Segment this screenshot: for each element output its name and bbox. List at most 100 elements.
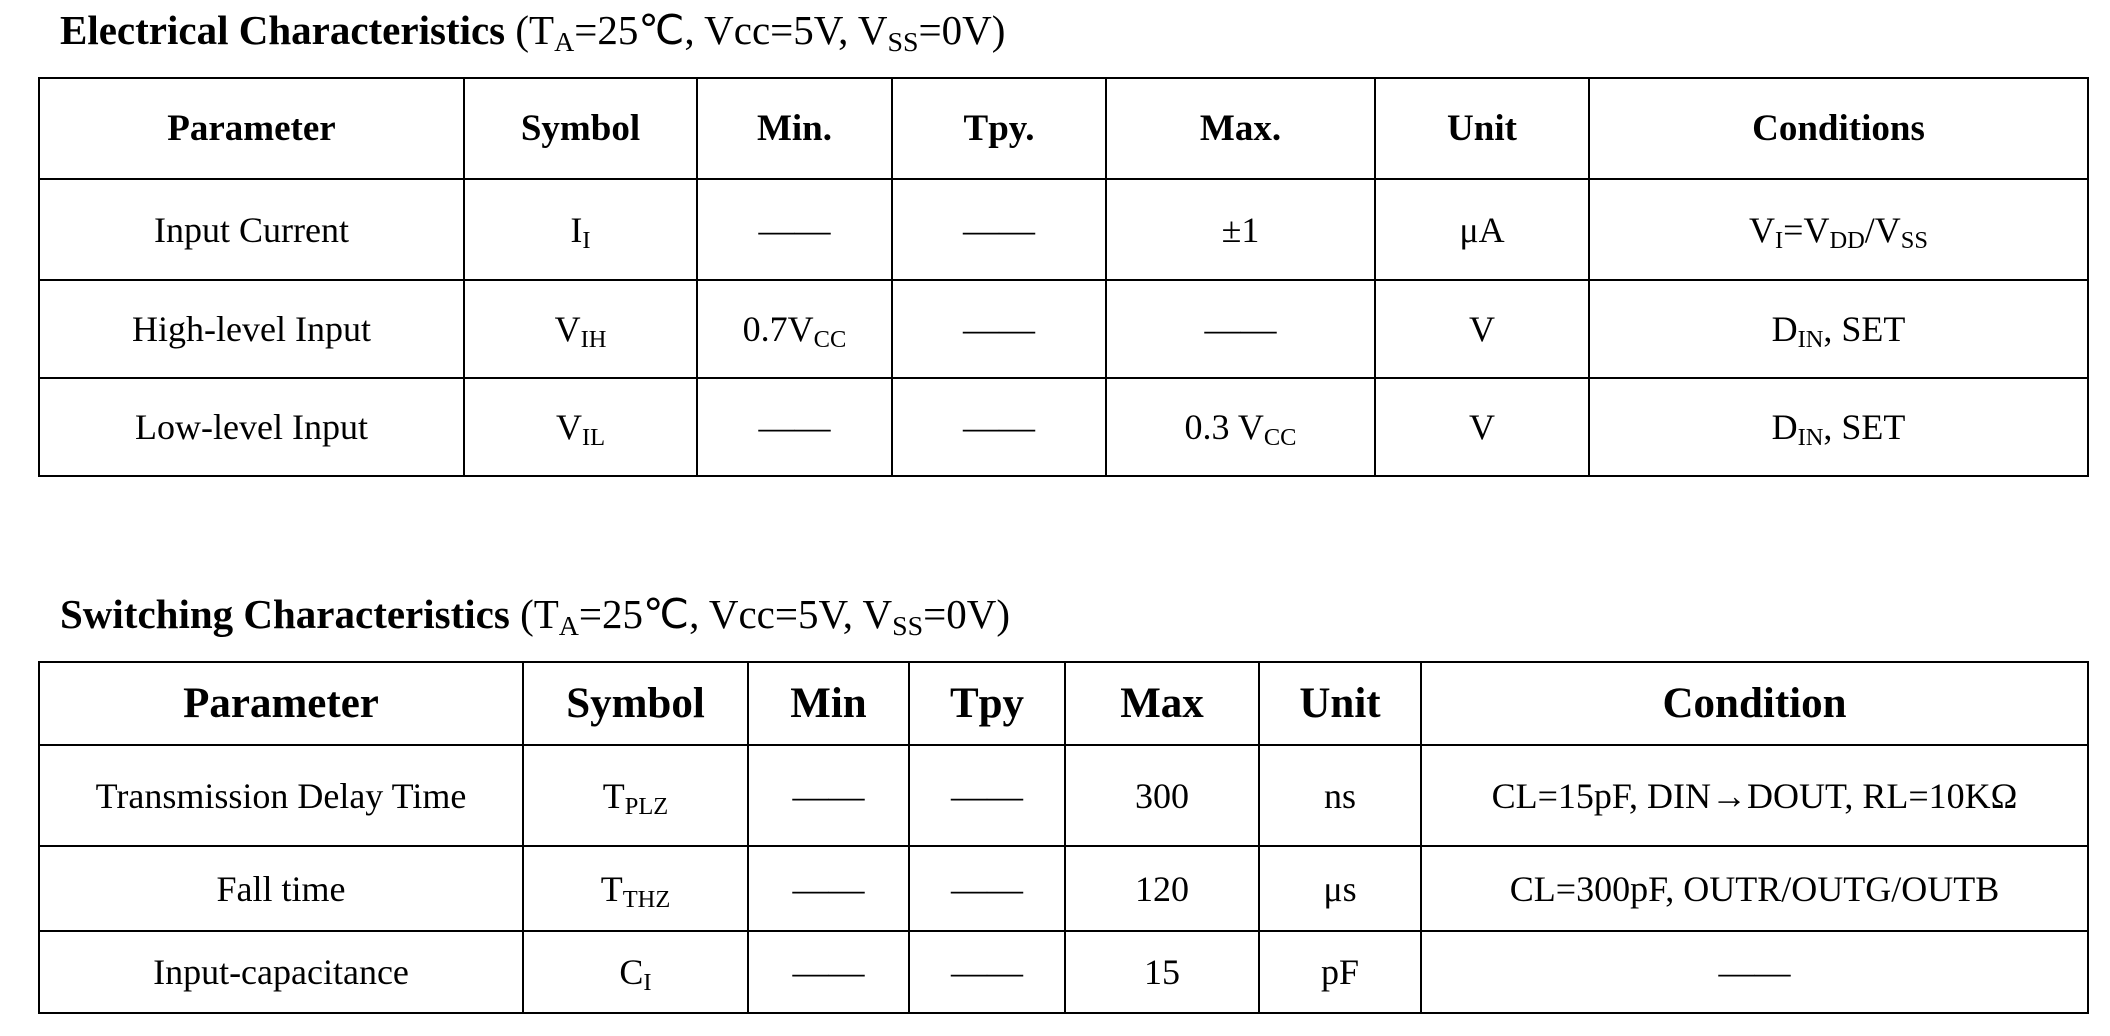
cell-text: D <box>1771 407 1798 447</box>
cell-text: Input-capacitance <box>153 952 409 992</box>
header-text: Condition <box>1662 680 1847 727</box>
subscript: THZ <box>622 885 671 913</box>
header-text: Tpy. <box>963 108 1035 149</box>
title-conditions: =25℃, Vcc=5V, V <box>578 591 893 637</box>
cell-text: I <box>570 209 583 250</box>
cell: V <box>1374 377 1590 477</box>
header-text: Tpy <box>949 680 1025 727</box>
cell-text: 300 <box>1135 775 1189 816</box>
cell: Low-level Input <box>38 377 465 477</box>
cell-text: —— <box>1718 952 1791 992</box>
cell-text: T <box>600 868 623 909</box>
cell: —— <box>908 744 1066 847</box>
header-row: Parameter Symbol Min Tpy Max Unit Condition <box>38 661 2089 746</box>
title-conditions: =0V) <box>923 591 1011 637</box>
header-cell: Parameter <box>38 661 524 746</box>
cell: CL=15pF, DIN→DOUT, RL=10KΩ <box>1420 744 2089 847</box>
header-cell: Unit <box>1258 661 1422 746</box>
title-conditions: =0V) <box>918 7 1006 53</box>
cell: pF <box>1258 930 1422 1014</box>
cell: 0.7VCC <box>696 279 893 379</box>
cell-text: pF <box>1320 952 1360 992</box>
cell: —— <box>1420 930 2089 1014</box>
header-cell: Condition <box>1420 661 2089 746</box>
title-conditions: (T <box>515 7 555 53</box>
cell-text: D <box>1771 309 1798 349</box>
cell: Input Current <box>38 178 465 281</box>
subscript: I <box>582 226 591 254</box>
cell: DIN, SET <box>1588 377 2089 477</box>
header-cell: Min. <box>696 77 893 180</box>
section-title: Electrical Characteristics (TA=25℃, Vcc=… <box>60 6 1006 56</box>
cell-text: V <box>1748 209 1775 250</box>
cell-text: ±1 <box>1221 209 1260 250</box>
cell: CI <box>522 930 749 1014</box>
cell: Input-capacitance <box>38 930 524 1014</box>
cell: —— <box>696 178 893 281</box>
cell-text: CL=15pF, DIN→DOUT, RL=10KΩ <box>1491 775 2018 816</box>
cell-text: V <box>555 407 582 447</box>
header-cell: Symbol <box>463 77 698 180</box>
cell: —— <box>747 845 910 932</box>
cell-text: μA <box>1459 209 1505 250</box>
electrical-table: Parameter Symbol Min. Tpy. Max. Unit Condition… <box>38 77 2089 477</box>
cell: TPLZ <box>522 744 749 847</box>
cell: Transmission Delay Time <box>38 744 524 847</box>
cell-text: —— <box>963 309 1035 349</box>
cell: VIH <box>463 279 698 379</box>
cell-text: CL=300pF, OUTR/OUTG/OUTB <box>1509 868 2000 909</box>
cell-text: High-level Input <box>132 309 371 349</box>
cell: —— <box>747 744 910 847</box>
cell: —— <box>1105 279 1376 379</box>
cell-text: —— <box>792 952 865 992</box>
cell: —— <box>891 178 1107 281</box>
cell-text: —— <box>951 775 1023 816</box>
header-cell: Parameter <box>38 77 465 180</box>
cell-text: —— <box>951 952 1023 992</box>
row: Transmission Delay Time TPLZ —— —— 300 ns CL=1… <box>38 744 2089 847</box>
cell: TTHZ <box>522 845 749 932</box>
cell-text: , SET <box>1823 407 1906 447</box>
header-text: Max <box>1120 680 1204 727</box>
cell-text: —— <box>951 868 1023 909</box>
cell-text: 0.7V <box>742 309 814 349</box>
subscript: A <box>554 26 575 58</box>
header-text: Symbol <box>520 108 641 149</box>
header-text: Unit <box>1299 680 1381 727</box>
cell: ±1 <box>1105 178 1376 281</box>
header-text: Min. <box>756 108 833 149</box>
cell: —— <box>891 377 1107 477</box>
cell: CL=300pF, OUTR/OUTG/OUTB <box>1420 845 2089 932</box>
header-row: Parameter Symbol Min. Tpy. Max. Unit Condition… <box>38 77 2089 180</box>
cell-text: C <box>619 952 644 992</box>
row: Low-level Input VIL —— —— 0.3 VCC V DIN, SET <box>38 377 2089 477</box>
switching-table: Parameter Symbol Min Tpy Max Unit Condition Tra… <box>38 661 2089 1014</box>
cell: DIN, SET <box>1588 279 2089 379</box>
cell-text: , SET <box>1823 309 1906 349</box>
cell-text: —— <box>758 209 831 250</box>
subscript: SS <box>892 610 924 642</box>
cell: 300 <box>1064 744 1260 847</box>
cell-text: Fall time <box>216 868 346 909</box>
subscript: PLZ <box>624 792 669 820</box>
header-cell: Tpy <box>908 661 1066 746</box>
cell: VI=VDD/VSS <box>1588 178 2089 281</box>
cell: ns <box>1258 744 1422 847</box>
subscript: DD <box>1829 226 1865 254</box>
cell: Fall time <box>38 845 524 932</box>
subscript: CC <box>813 326 847 354</box>
subscript: I <box>643 969 652 997</box>
header-cell: Max. <box>1105 77 1376 180</box>
cell: High-level Input <box>38 279 465 379</box>
header-text: Conditions <box>1752 108 1925 149</box>
cell: —— <box>747 930 910 1014</box>
header-text: Parameter <box>183 680 379 727</box>
header-cell: Min <box>747 661 910 746</box>
row: Input Current II —— —— ±1 μA VI=VDD/VSS <box>38 178 2089 281</box>
cell-text: 15 <box>1144 952 1180 992</box>
subscript: CC <box>1263 424 1297 452</box>
header-cell: Symbol <box>522 661 749 746</box>
header-text: Symbol <box>566 680 705 727</box>
title-name: Electrical Characteristics <box>60 7 506 53</box>
